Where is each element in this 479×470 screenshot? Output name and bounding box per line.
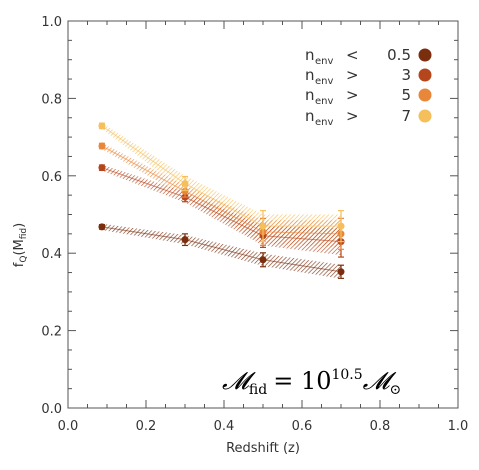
legend-n: n — [305, 86, 315, 104]
legend-env: env — [315, 96, 333, 107]
svg-text:𝓜fid= 1010.5𝓜⊙: 𝓜fid = 1010.5𝓜⊙ — [222, 367, 401, 398]
legend-op: > — [346, 107, 359, 125]
x-tick-label: 0.2 — [136, 419, 157, 434]
annotation-exp: 10.5 — [331, 367, 362, 383]
points-layer — [98, 122, 345, 279]
y-axis-title-sub-q: Q — [19, 256, 29, 263]
series-line — [101, 226, 342, 273]
x-tick-label: 0.4 — [214, 419, 235, 434]
x-tick-labels: 0.0 0.2 0.4 0.6 0.8 1.0 — [58, 419, 469, 434]
series-line — [101, 125, 341, 227]
legend-item: n env >3 — [305, 66, 432, 87]
legend-marker — [418, 48, 432, 62]
annotation-eq: = 10 — [273, 367, 331, 395]
data-point — [181, 236, 189, 244]
series-band — [101, 223, 342, 279]
legend-env: env — [315, 76, 333, 87]
x-tick-label: 0.6 — [292, 419, 313, 434]
x-axis-title: Redshift (z) — [226, 441, 300, 456]
x-tick-label: 0.0 — [58, 419, 79, 434]
legend-marker — [418, 109, 432, 123]
data-point — [259, 256, 267, 264]
y-tick-label: 0.0 — [41, 402, 62, 417]
series-line — [101, 167, 342, 243]
series-line — [101, 145, 342, 235]
legend-op: > — [346, 86, 359, 104]
legend-n: n — [305, 107, 315, 125]
legend-value: 7 — [401, 107, 411, 125]
legend: n env <0.5n env >3n env >5n env >7 — [305, 46, 432, 128]
legend-n: n — [305, 46, 315, 64]
series-band — [101, 142, 342, 248]
data-point — [181, 187, 189, 195]
lines-layer — [101, 125, 342, 273]
data-point — [98, 122, 106, 130]
legend-item: n env >5 — [305, 86, 432, 107]
data-point — [181, 180, 189, 188]
legend-op: > — [346, 66, 359, 84]
legend-n: n — [305, 66, 315, 84]
legend-value: 3 — [401, 66, 411, 84]
data-point — [337, 268, 345, 276]
y-tick-label: 0.2 — [41, 325, 62, 340]
annotation-lhs-sub: fid — [249, 382, 267, 398]
data-point — [98, 142, 106, 150]
data-point — [337, 222, 345, 230]
data-point — [98, 223, 106, 231]
legend-value: 5 — [401, 86, 411, 104]
legend-value: 0.5 — [387, 46, 411, 64]
legend-marker — [418, 88, 432, 102]
legend-item: n env <0.5 — [305, 46, 432, 67]
legend-env: env — [315, 56, 333, 67]
x-tick-label: 0.8 — [370, 419, 391, 434]
y-axis-title-end: ) — [12, 223, 27, 228]
annotation-rhs-sub: ⊙ — [390, 382, 402, 398]
legend-op: < — [346, 46, 359, 64]
y-tick-label: 0.6 — [41, 170, 62, 185]
y-tick-label: 0.4 — [41, 247, 62, 262]
legend-item: n env >7 — [305, 107, 432, 128]
ticks-layer — [67, 20, 459, 409]
y-tick-label: 0.8 — [41, 92, 62, 107]
legend-env: env — [315, 117, 333, 128]
legend-marker — [418, 68, 432, 82]
y-axis-title: fQ(Mfid) — [12, 223, 29, 267]
x-tick-label: 1.0 — [448, 419, 469, 434]
y-axis-title-f: f — [12, 262, 27, 267]
data-point — [98, 164, 106, 172]
mass-annotation: 𝓜fid = 1010.5𝓜⊙ — [222, 367, 401, 398]
bands-layer — [101, 122, 342, 279]
y-axis-title-mid: (M — [12, 239, 27, 255]
y-tick-label: 1.0 — [41, 15, 62, 30]
y-axis-title-sub-fid: fid — [19, 228, 29, 239]
y-tick-labels: 0.0 0.2 0.4 0.6 0.8 1.0 — [41, 15, 62, 417]
data-point — [259, 222, 267, 230]
